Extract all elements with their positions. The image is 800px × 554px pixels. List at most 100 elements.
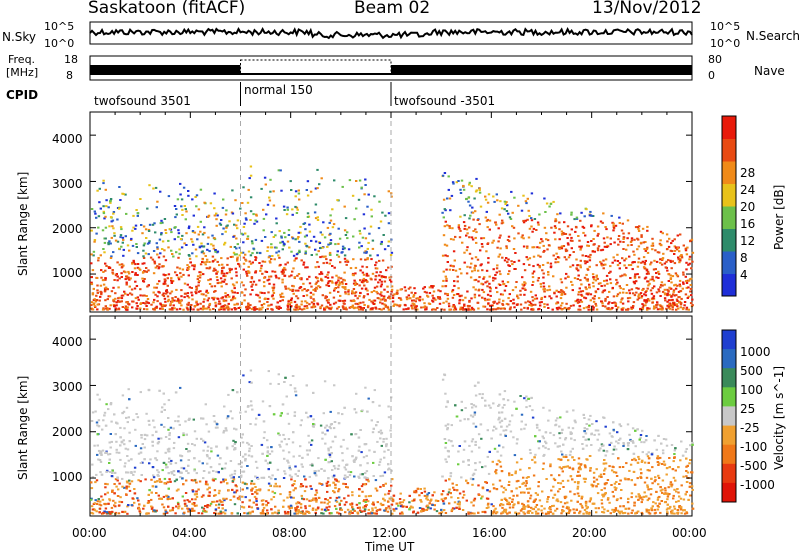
range-cell [545, 202, 549, 205]
range-cell [226, 305, 229, 308]
range-cell [579, 219, 582, 222]
range-cell [120, 228, 123, 231]
range-cell [270, 258, 273, 261]
range-cell [493, 200, 496, 203]
range-cell [119, 199, 122, 201]
range-cell [97, 257, 100, 259]
range-cell [567, 426, 570, 429]
range-cell [194, 290, 197, 293]
range-cell [314, 248, 317, 251]
range-cell [499, 307, 502, 310]
range-cell [519, 303, 523, 306]
range-cell [577, 269, 580, 272]
range-cell [135, 243, 138, 245]
range-cell [162, 282, 165, 285]
range-cell [531, 284, 534, 286]
range-cell [155, 286, 158, 289]
range-cell [443, 208, 446, 211]
range-cell [91, 293, 95, 296]
range-cell [287, 422, 291, 425]
range-cell [646, 270, 650, 273]
range-cell [633, 294, 637, 297]
range-cell [313, 211, 317, 214]
range-cell [137, 298, 140, 301]
range-cell [415, 305, 418, 308]
range-cell [361, 271, 365, 274]
range-cell [498, 253, 502, 256]
range-cell [240, 251, 243, 254]
range-cell [264, 270, 267, 273]
range-cell [570, 228, 573, 231]
range-cell [187, 194, 190, 197]
range-cell [118, 263, 121, 266]
range-cell [249, 281, 252, 283]
range-cell [355, 283, 359, 285]
range-cell [600, 300, 603, 303]
range-cell [191, 294, 194, 297]
range-cell [608, 432, 612, 435]
range-cell [374, 306, 377, 309]
range-cell [199, 263, 203, 266]
range-cell [663, 501, 667, 504]
range-cell [279, 295, 283, 298]
range-cell [300, 277, 303, 280]
range-cell [229, 460, 233, 462]
range-cell [104, 493, 107, 496]
range-cell [251, 242, 254, 245]
range-cell [567, 307, 570, 310]
range-cell [418, 299, 421, 302]
range-cell [588, 256, 592, 259]
range-cell [382, 438, 385, 440]
range-cell [646, 280, 649, 283]
range-cell [338, 282, 341, 285]
range-cell [539, 304, 542, 307]
range-cell [651, 237, 654, 240]
range-cell [305, 301, 309, 304]
frequency-bars [90, 59, 692, 75]
range-cell [141, 271, 145, 274]
range-cell [414, 300, 417, 303]
range-cell [578, 466, 582, 468]
range-cell [651, 242, 655, 245]
range-cell [332, 427, 336, 430]
range-cell [631, 268, 634, 271]
range-cell [486, 293, 490, 296]
range-cell [527, 504, 530, 507]
range-cell [217, 492, 221, 495]
range-cell [306, 216, 310, 218]
range-cell [363, 227, 366, 230]
range-cell [163, 305, 166, 307]
vel-cbar-tick-m100: -100 [740, 440, 768, 454]
range-cell [540, 505, 543, 508]
range-cell [159, 222, 162, 225]
range-cell [379, 429, 383, 432]
range-cell [271, 474, 274, 477]
range-cell [233, 284, 236, 287]
range-cell [220, 257, 223, 260]
range-cell [305, 485, 308, 488]
range-cell [196, 238, 199, 241]
range-cell [151, 434, 154, 437]
range-cell [407, 307, 410, 310]
range-cell [673, 507, 677, 510]
range-cell [500, 207, 504, 210]
range-cell [153, 308, 156, 311]
range-cell [492, 239, 495, 242]
power-cbar-tick-8: 8 [740, 251, 748, 265]
range-cell [494, 470, 497, 473]
range-cell [656, 498, 660, 501]
range-cell [215, 276, 219, 279]
range-cell [561, 505, 565, 508]
range-cell [657, 270, 660, 273]
range-cell [219, 307, 223, 309]
range-cell [436, 307, 439, 309]
range-cell [665, 248, 669, 251]
range-cell [490, 503, 493, 506]
range-cell [205, 289, 208, 292]
range-cell [169, 303, 172, 306]
range-cell [309, 499, 313, 502]
range-cell [122, 264, 125, 267]
range-cell [606, 498, 610, 501]
range-cell [663, 288, 666, 291]
range-cell [310, 487, 313, 490]
